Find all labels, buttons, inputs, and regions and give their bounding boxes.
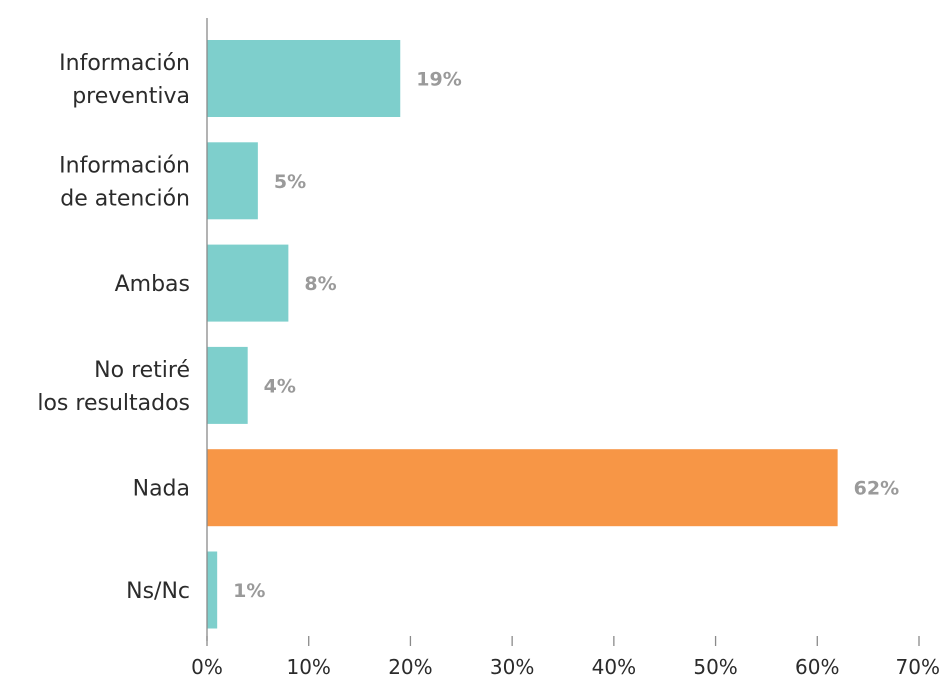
x-tick-label-3: 30%	[490, 655, 534, 679]
x-tick-label-0: 0%	[191, 655, 223, 679]
category-label-1: Información preventiva	[59, 51, 190, 109]
category-labels: Información preventiva Información de atenc…	[37, 51, 190, 604]
bar-3	[207, 244, 289, 322]
x-tick-label-7: 70%	[896, 655, 940, 679]
x-tick-label-1: 10%	[286, 655, 330, 679]
value-label-3: 8%	[304, 273, 336, 295]
x-tick-label-5: 50%	[693, 655, 737, 679]
x-tick-label-4: 40%	[592, 655, 636, 679]
category-label-6: Ns/Nc	[126, 579, 190, 604]
bar-1	[207, 40, 401, 117]
bar-6	[207, 551, 218, 629]
value-label-1: 19%	[416, 69, 461, 91]
value-label-5: 62%	[854, 478, 899, 500]
bars-group	[207, 40, 838, 629]
category-label-4: No retiré los resultados	[37, 358, 190, 416]
category-label-5: Nada	[133, 477, 190, 502]
category-label-3: Ambas	[115, 272, 190, 297]
value-labels: 19% 5% 8% 4% 62% 1%	[233, 69, 899, 603]
bar-5	[207, 449, 838, 527]
value-label-4: 4%	[264, 375, 296, 397]
category-label-2: Información de atención	[59, 153, 190, 211]
value-label-6: 1%	[233, 580, 265, 602]
x-axis-ticks: 0% 10% 20% 30% 40% 50% 60% 70%	[191, 636, 940, 679]
x-tick-label-6: 60%	[795, 655, 839, 679]
x-tick-label-2: 20%	[388, 655, 432, 679]
bar-4	[207, 346, 248, 424]
value-label-2: 5%	[274, 171, 306, 193]
bar-2	[207, 142, 258, 220]
